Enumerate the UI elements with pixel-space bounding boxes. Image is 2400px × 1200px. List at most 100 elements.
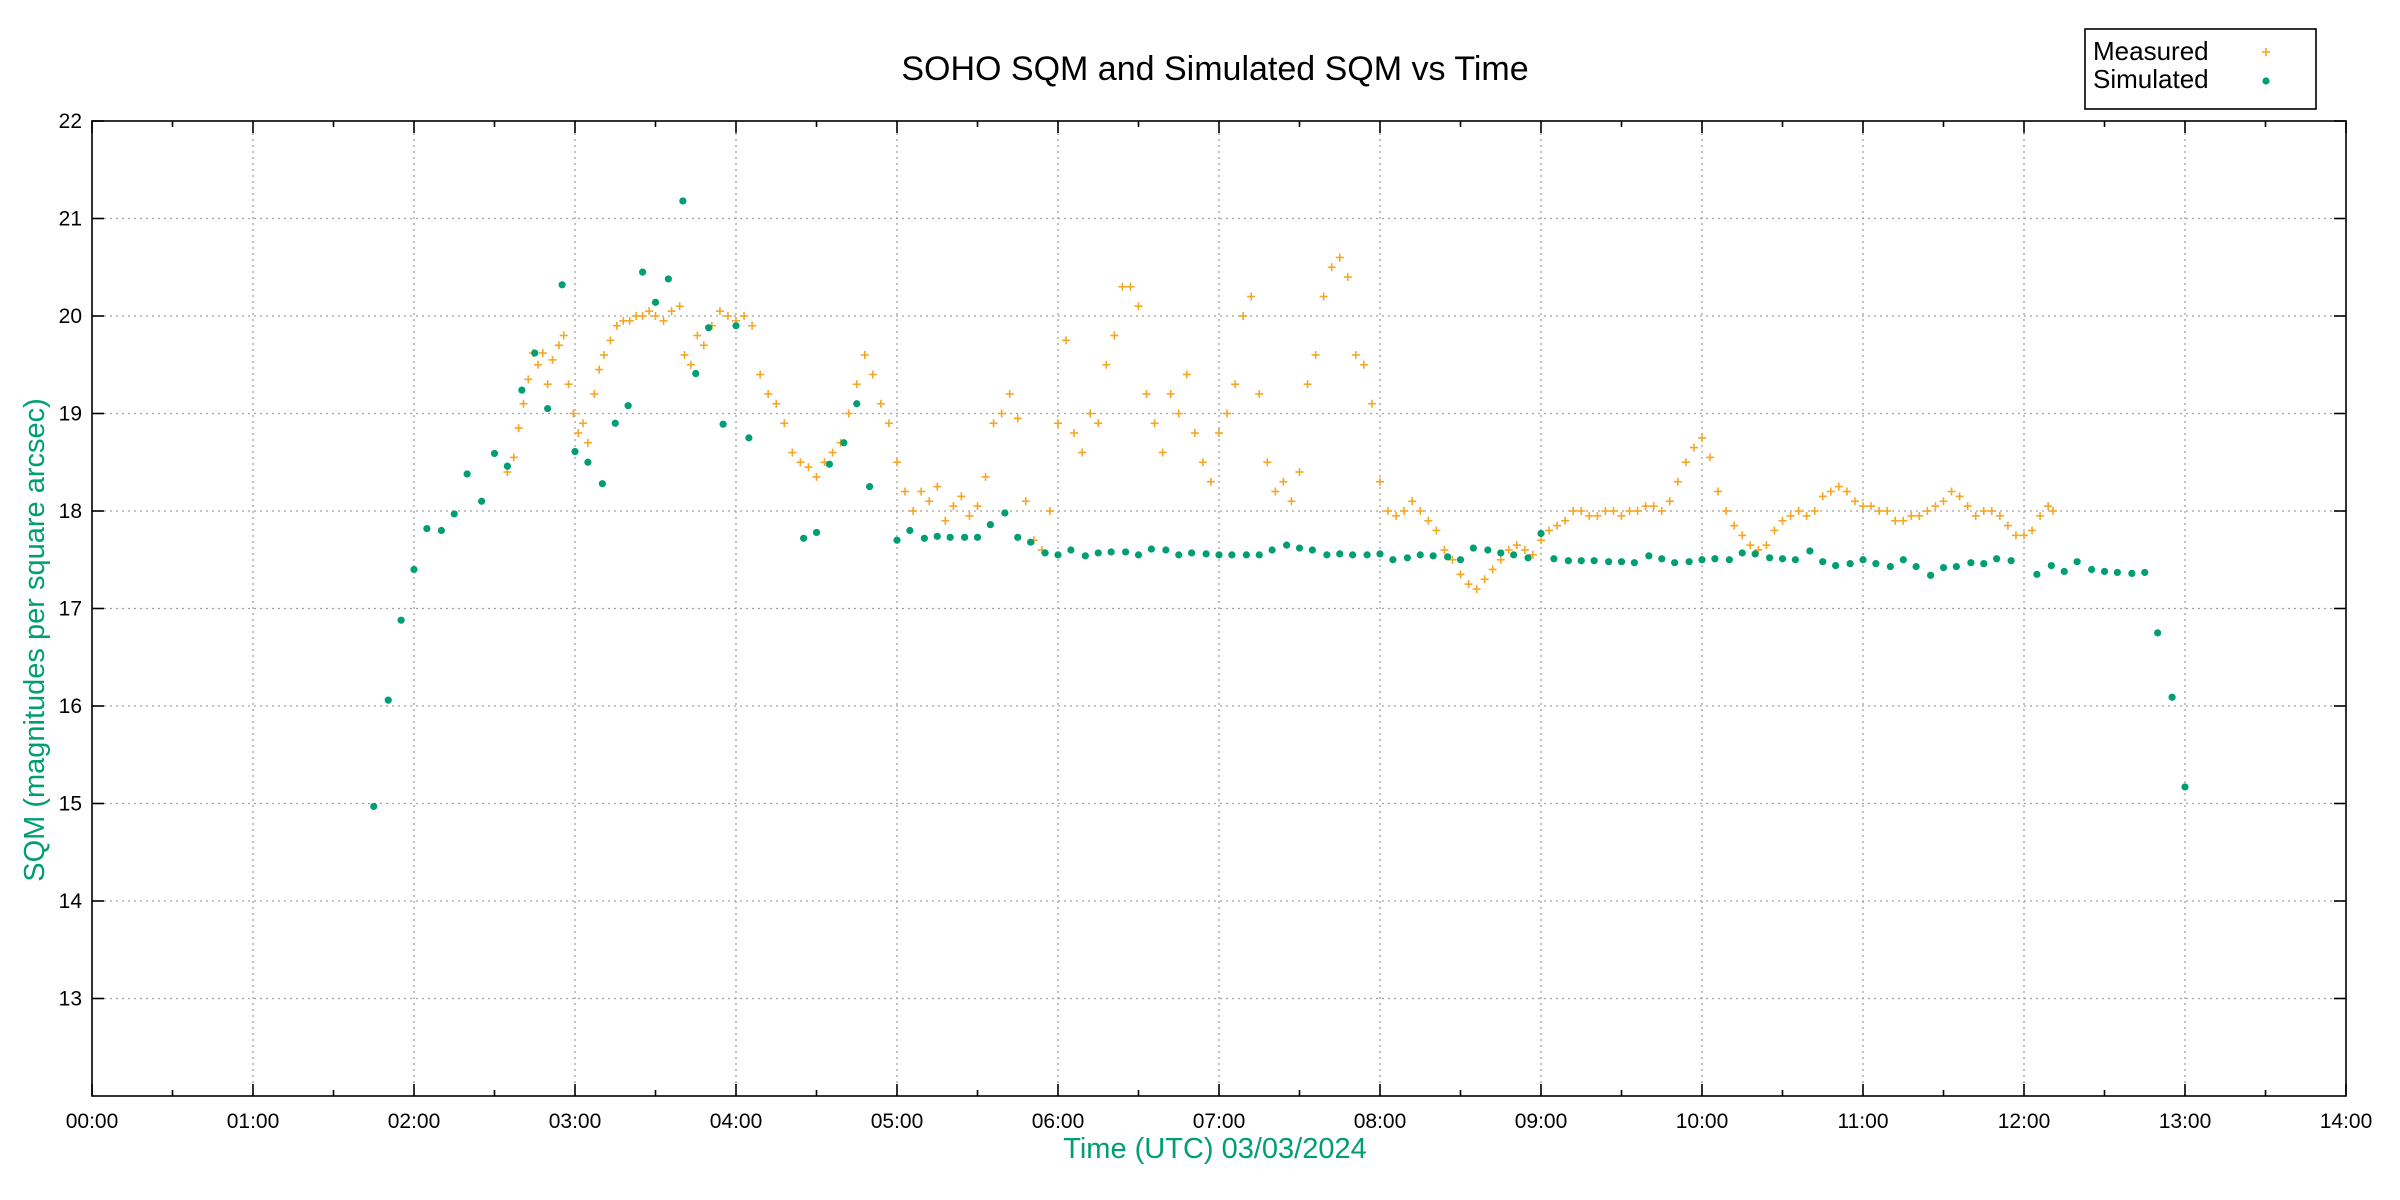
measured-point: [1770, 526, 1779, 535]
simulated-point: [611, 419, 619, 427]
x-tick-label: 01:00: [227, 1110, 280, 1133]
measured-point: [828, 448, 837, 457]
measured-point: [723, 312, 732, 320]
measured-point: [1215, 429, 1223, 437]
measured-point: [1239, 312, 1248, 320]
measured-point: [1166, 390, 1175, 398]
measured-point: [780, 419, 789, 428]
measured-point: [1810, 507, 1819, 515]
simulated-point: [1645, 552, 1653, 560]
simulated-point: [598, 480, 606, 488]
simulated-point: [853, 400, 861, 408]
measured-point: [1198, 458, 1207, 467]
simulated-point: [490, 449, 499, 458]
x-tick-label: 09:00: [1515, 1110, 1568, 1133]
measured-point: [1730, 521, 1739, 530]
measured-point: [2003, 521, 2012, 530]
simulated-point: [1806, 547, 1814, 555]
measured-point: [1287, 497, 1296, 506]
simulated-point: [946, 533, 954, 541]
simulated-point: [1725, 556, 1733, 564]
measured-point: [1255, 390, 1264, 398]
x-tick-label: 07:00: [1193, 1110, 1246, 1133]
simulated-point: [745, 434, 753, 442]
simulated-point: [1967, 559, 1975, 567]
simulated-point: [1215, 551, 1223, 559]
measured-point: [1070, 429, 1079, 437]
measured-point: [852, 380, 861, 389]
measured-point: [1432, 526, 1441, 535]
measured-point: [1963, 502, 1972, 511]
measured-point: [1440, 546, 1449, 554]
measured-point: [1392, 511, 1401, 520]
simulated-point: [2154, 629, 2162, 637]
measured-point: [1915, 511, 1924, 520]
measured-point: [1480, 575, 1489, 584]
simulated-point: [1001, 509, 1009, 517]
simulated-point: [531, 349, 539, 357]
measured-point: [796, 458, 805, 467]
simulated-point: [1751, 550, 1759, 558]
measured-point: [519, 399, 528, 408]
y-tick-label: 19: [59, 403, 82, 426]
measured-point: [1472, 585, 1481, 593]
simulated-point: [1832, 562, 1840, 570]
simulated-point: [463, 470, 471, 478]
simulated-point: [679, 197, 687, 205]
simulated-point: [1081, 552, 1089, 560]
measured-point: [981, 472, 990, 481]
chart-title: SOHO SQM and Simulated SQM vs Time: [901, 50, 1528, 88]
measured-point: [1617, 511, 1626, 520]
measured-point: [1641, 502, 1650, 511]
measured-point: [1979, 507, 1988, 515]
simulated-point: [840, 439, 848, 447]
simulated-point: [1590, 557, 1598, 565]
simulated-point: [384, 696, 392, 704]
simulated-point: [664, 275, 672, 283]
simulated-point: [705, 324, 713, 332]
simulated-point: [1939, 563, 1948, 572]
measured-point: [1746, 541, 1755, 550]
measured-point: [740, 312, 749, 320]
measured-point: [1665, 497, 1674, 506]
simulated-point: [2088, 565, 2096, 574]
measured-point: [1593, 511, 1602, 520]
measured-point: [667, 307, 676, 316]
y-tick-label: 20: [59, 305, 82, 328]
measured-point: [2048, 507, 2057, 515]
simulated-point: [1295, 544, 1304, 552]
measured-point: [1408, 497, 1417, 506]
simulated-point: [1107, 548, 1115, 556]
y-tick-label: 13: [59, 988, 82, 1011]
simulated-point: [1456, 556, 1465, 564]
simulated-point: [1872, 560, 1880, 568]
measured-point: [1778, 516, 1787, 525]
measured-point: [1802, 511, 1811, 520]
x-tick-label: 08:00: [1354, 1110, 1407, 1133]
legend-label-simulated: Simulated: [2093, 64, 2209, 94]
simulated-point: [1766, 554, 1774, 562]
simulated-point: [1228, 551, 1236, 559]
measured-point: [941, 516, 950, 525]
measured-point: [2036, 511, 2045, 520]
y-axis-label: SQM (magnitudes per square arcsec): [19, 398, 51, 882]
simulated-point: [1738, 549, 1746, 557]
measured-point: [1625, 507, 1634, 515]
measured-point: [1005, 390, 1014, 398]
measured-point: [1722, 507, 1731, 515]
measured-point: [1520, 546, 1529, 554]
measured-point: [1762, 541, 1771, 550]
measured-point: [1158, 448, 1167, 457]
simulated-point: [2128, 569, 2136, 578]
measured-point: [1883, 507, 1892, 515]
measured-point: [1496, 555, 1505, 564]
measured-point: [1633, 507, 1642, 515]
measured-point: [1263, 458, 1272, 467]
measured-point: [1923, 507, 1932, 515]
measured-point: [1078, 448, 1087, 457]
simulated-point: [1014, 533, 1022, 541]
measured-point: [1126, 282, 1135, 291]
measured-point: [2044, 502, 2053, 511]
simulated-point: [812, 528, 821, 537]
simulated-point: [1162, 546, 1170, 554]
